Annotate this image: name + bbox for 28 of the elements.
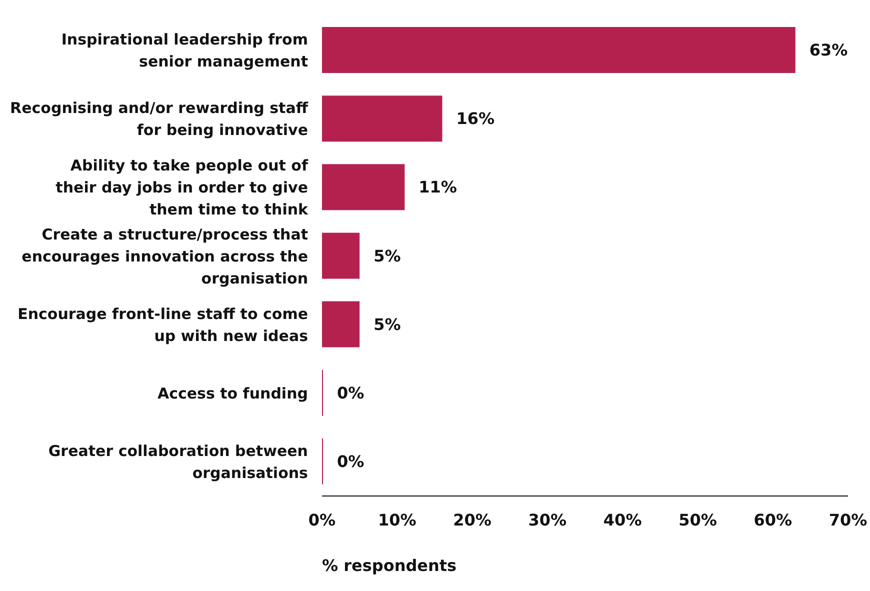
x-tick-label: 50% bbox=[678, 510, 717, 530]
y-tick-label: Encourage front-line staff to come up with new ideas bbox=[18, 304, 308, 345]
x-tick-label: 0% bbox=[308, 510, 336, 530]
bar bbox=[322, 301, 360, 348]
x-tick-label: 70% bbox=[828, 510, 868, 530]
data-label: 0% bbox=[337, 383, 364, 402]
bar bbox=[322, 27, 796, 73]
bar bbox=[322, 232, 360, 279]
y-tick-label: Create a structure/process that encourages innovation across the organisation bbox=[22, 225, 308, 288]
data-label: 0% bbox=[337, 452, 364, 472]
data-label: 16% bbox=[456, 109, 495, 128]
data-label: 5% bbox=[374, 246, 401, 266]
x-tick-label: 60% bbox=[754, 510, 792, 530]
y-tick-label: Greater collaboration between organisations bbox=[48, 442, 308, 482]
x-tick-label: 40% bbox=[603, 510, 642, 530]
y-tick-label: Ability to take people out of their day jobs in order to give them time to think bbox=[56, 156, 310, 219]
y-tick-label: Access to funding bbox=[157, 384, 308, 402]
y-tick-label: Inspirational leadership from senior management bbox=[61, 30, 308, 71]
data-label: 11% bbox=[418, 178, 457, 197]
y-tick-label: Recognising and/or rewarding staff for being innovative bbox=[10, 99, 309, 140]
data-label: 63% bbox=[809, 40, 848, 60]
bar bbox=[322, 96, 442, 142]
x-tick-label: 30% bbox=[528, 510, 567, 530]
x-tick-label: 20% bbox=[453, 510, 492, 530]
x-axis-title: % respondents bbox=[322, 556, 457, 575]
bar bbox=[322, 164, 405, 210]
x-tick-label: 10% bbox=[378, 510, 416, 530]
data-label: 5% bbox=[374, 314, 401, 334]
